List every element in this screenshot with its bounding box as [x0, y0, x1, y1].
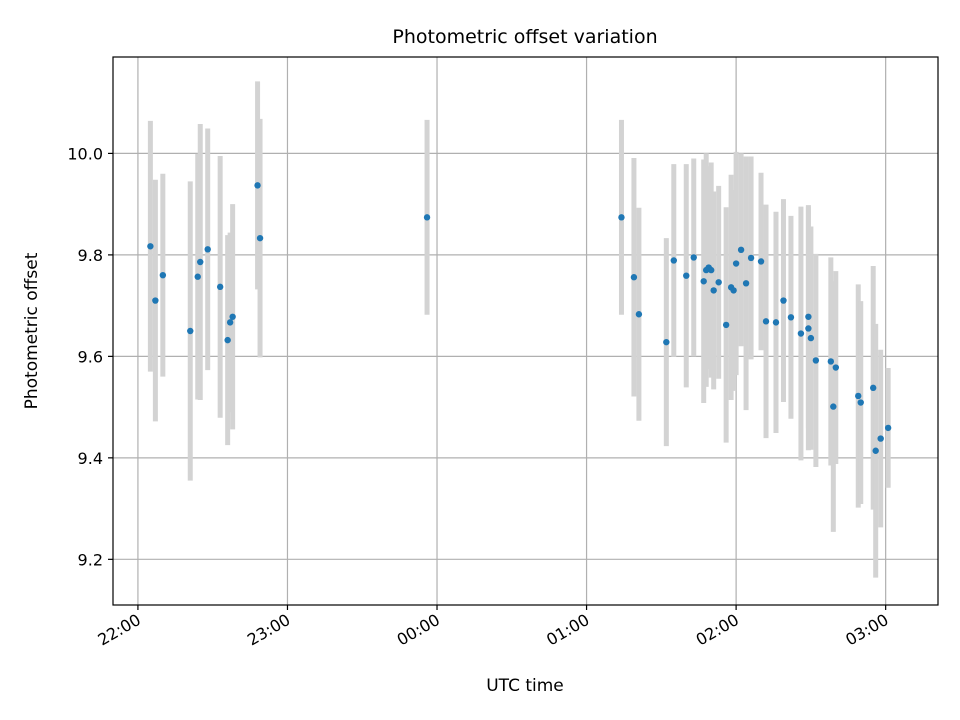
data-point [787, 314, 795, 321]
data-point [683, 272, 690, 279]
data-point [229, 313, 236, 320]
data-point [147, 243, 154, 250]
x-tick-label: 00:00 [394, 610, 443, 650]
data-point [254, 182, 261, 189]
data-point [855, 392, 862, 400]
data-point [722, 321, 730, 329]
data-point [747, 254, 755, 262]
data-points [147, 182, 892, 454]
x-tick-label: 22:00 [94, 610, 143, 650]
data-point [707, 266, 715, 274]
data-point [423, 214, 431, 221]
data-point [780, 297, 787, 304]
data-point [715, 279, 722, 286]
data-point [197, 258, 204, 266]
y-axis: 9.2 9.4 9.6 9.8 10.0 [67, 144, 113, 569]
data-point [635, 311, 643, 318]
data-point [630, 274, 638, 281]
error-bars [147, 81, 891, 578]
data-point [805, 313, 812, 320]
data-point [224, 336, 231, 344]
data-point [159, 271, 167, 279]
data-point [742, 280, 750, 287]
data-point [737, 246, 745, 254]
plot-frame [112, 56, 939, 606]
data-point [812, 357, 820, 364]
data-point [807, 334, 815, 342]
data-point [732, 260, 740, 267]
data-point [772, 319, 780, 326]
data-point [797, 330, 805, 337]
data-point [832, 364, 840, 371]
data-point [762, 318, 770, 325]
x-tick-label: 02:00 [693, 610, 742, 650]
data-point [204, 246, 211, 253]
x-axis: 22:00 23:00 00:00 01:00 02:00 03:00 [94, 605, 892, 650]
data-point [830, 403, 837, 410]
data-point [869, 384, 877, 392]
data-point [216, 283, 224, 291]
data-point [670, 257, 678, 264]
data-point [152, 297, 159, 304]
data-point [618, 214, 625, 221]
chart-title: Photometric offset variation [392, 26, 657, 48]
data-point [663, 338, 670, 346]
x-tick-label: 03:00 [842, 610, 891, 650]
y-tick-label: 9.6 [78, 347, 103, 366]
y-tick-label: 9.4 [78, 449, 103, 468]
y-tick-label: 9.2 [78, 550, 103, 569]
data-point [700, 278, 707, 285]
data-point [194, 273, 201, 280]
y-axis-label: Photometric offset [22, 252, 42, 409]
data-point [226, 319, 234, 326]
data-point [757, 258, 765, 265]
x-tick-label: 23:00 [244, 610, 293, 650]
data-point [857, 399, 864, 406]
data-point [187, 327, 194, 335]
data-point [827, 358, 835, 365]
x-axis-label: UTC time [486, 676, 564, 696]
data-point [872, 447, 879, 454]
data-point [256, 234, 264, 242]
data-point [690, 254, 697, 261]
y-tick-label: 10.0 [67, 144, 103, 163]
data-point [710, 287, 717, 294]
data-point [805, 325, 812, 332]
data-point [884, 424, 892, 432]
x-tick-label: 01:00 [543, 610, 592, 650]
y-tick-label: 9.8 [78, 246, 103, 265]
data-point [730, 287, 737, 294]
data-point [877, 435, 884, 442]
